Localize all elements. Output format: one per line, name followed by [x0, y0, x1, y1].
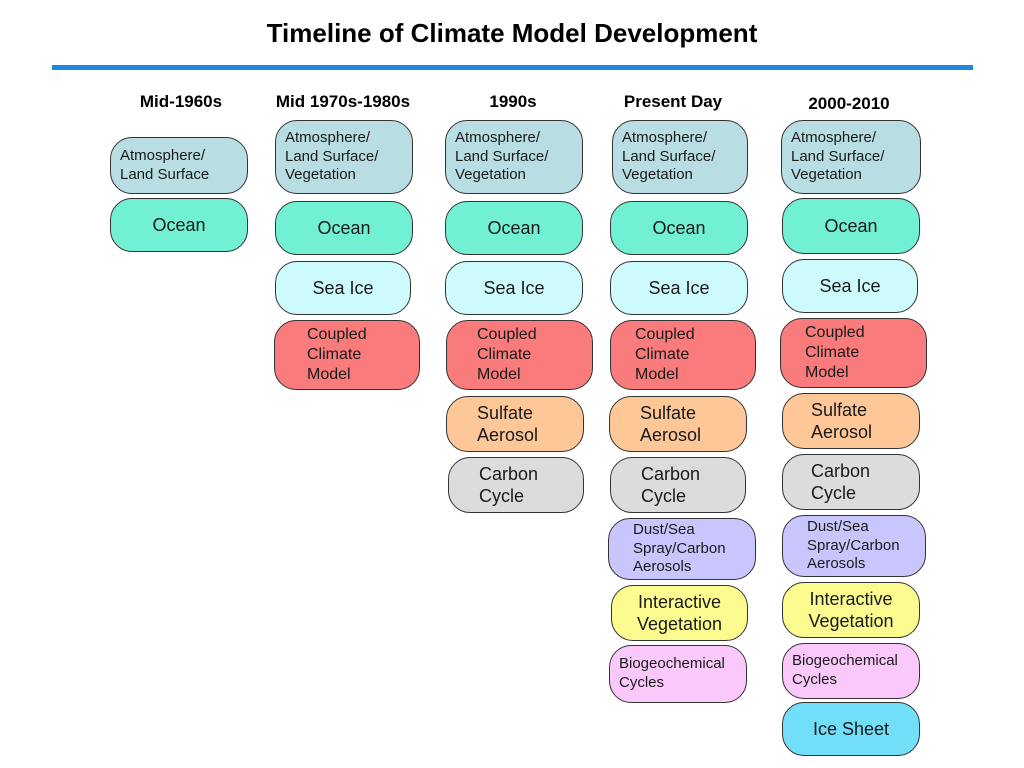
- component-ocean: Ocean: [275, 201, 413, 255]
- component-sulfate-aerosol: Sulfate Aerosol: [782, 393, 920, 449]
- component-sea-ice: Sea Ice: [610, 261, 748, 315]
- component-sea-ice: Sea Ice: [782, 259, 918, 313]
- component-ocean: Ocean: [610, 201, 748, 255]
- page-title: Timeline of Climate Model Development: [266, 18, 758, 48]
- component-dust-sea-spray-carbon-aerosols: Dust/Sea Spray/Carbon Aerosols: [608, 518, 756, 580]
- component-sea-ice: Sea Ice: [275, 261, 411, 315]
- column-header-mid-1970s-1980s: Mid 1970s-1980s: [275, 92, 411, 111]
- component-biogeochemical-cycles: Biogeochemical Cycles: [782, 643, 920, 699]
- component-interactive-vegetation: Interactive Vegetation: [611, 585, 748, 641]
- component-carbon-cycle: Carbon Cycle: [610, 457, 746, 513]
- component-coupled-climate-model: Coupled Climate Model: [780, 318, 927, 388]
- component-biogeochemical-cycles: Biogeochemical Cycles: [609, 645, 747, 703]
- component-atmosphere-land-vegetation: Atmosphere/Land Surface/Vegetation: [612, 120, 748, 194]
- component-interactive-vegetation: Interactive Vegetation: [782, 582, 920, 638]
- title-divider: [52, 65, 973, 70]
- component-coupled-climate-model: Coupled Climate Model: [610, 320, 756, 390]
- component-ice-sheet: Ice Sheet: [782, 702, 920, 756]
- component-atmosphere-land-vegetation: Atmosphere/Land Surface/Vegetation: [275, 120, 413, 194]
- component-atmosphere-land: Atmosphere/Land Surface: [110, 137, 248, 194]
- component-sulfate-aerosol: Sulfate Aerosol: [609, 396, 747, 452]
- column-header-mid-1960s: Mid-1960s: [139, 92, 223, 111]
- column-header-2000-2010: 2000-2010: [808, 94, 890, 113]
- component-carbon-cycle: Carbon Cycle: [448, 457, 584, 513]
- component-carbon-cycle: Carbon Cycle: [782, 454, 920, 510]
- component-dust-sea-spray-carbon-aerosols: Dust/Sea Spray/Carbon Aerosols: [782, 515, 926, 577]
- column-header-1990s: 1990s: [489, 92, 537, 111]
- component-ocean: Ocean: [445, 201, 583, 255]
- component-sulfate-aerosol: Sulfate Aerosol: [446, 396, 584, 452]
- component-ocean: Ocean: [782, 198, 920, 254]
- component-ocean: Ocean: [110, 198, 248, 252]
- component-coupled-climate-model: Coupled Climate Model: [274, 320, 420, 390]
- component-atmosphere-land-vegetation: Atmosphere/Land Surface/Vegetation: [781, 120, 921, 194]
- component-atmosphere-land-vegetation: Atmosphere/Land Surface/Vegetation: [445, 120, 583, 194]
- component-coupled-climate-model: Coupled Climate Model: [446, 320, 593, 390]
- component-sea-ice: Sea Ice: [445, 261, 583, 315]
- column-header-present-day: Present Day: [623, 92, 723, 111]
